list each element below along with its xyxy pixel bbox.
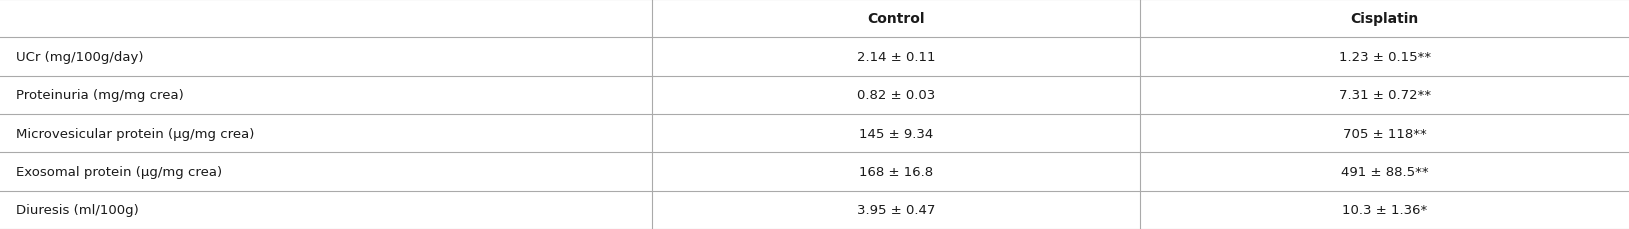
Text: 7.31 ± 0.72**: 7.31 ± 0.72** (1339, 89, 1430, 102)
Text: Diuresis (ml/100g): Diuresis (ml/100g) (16, 203, 138, 216)
Text: 145 ± 9.34: 145 ± 9.34 (858, 127, 933, 140)
Text: Proteinuria (mg/mg crea): Proteinuria (mg/mg crea) (16, 89, 184, 102)
Text: 491 ± 88.5**: 491 ± 88.5** (1341, 165, 1429, 178)
Text: 2.14 ± 0.11: 2.14 ± 0.11 (857, 51, 935, 64)
Text: UCr (mg/100g/day): UCr (mg/100g/day) (16, 51, 143, 64)
Text: 1.23 ± 0.15**: 1.23 ± 0.15** (1339, 51, 1430, 64)
Text: 705 ± 118**: 705 ± 118** (1342, 127, 1427, 140)
Text: 3.95 ± 0.47: 3.95 ± 0.47 (857, 203, 935, 216)
Text: 168 ± 16.8: 168 ± 16.8 (858, 165, 933, 178)
Text: 10.3 ± 1.36*: 10.3 ± 1.36* (1342, 203, 1427, 216)
Text: Cisplatin: Cisplatin (1350, 12, 1419, 26)
Text: Microvesicular protein (µg/mg crea): Microvesicular protein (µg/mg crea) (16, 127, 254, 140)
Text: Control: Control (867, 12, 925, 26)
Text: Exosomal protein (µg/mg crea): Exosomal protein (µg/mg crea) (16, 165, 223, 178)
Text: 0.82 ± 0.03: 0.82 ± 0.03 (857, 89, 935, 102)
